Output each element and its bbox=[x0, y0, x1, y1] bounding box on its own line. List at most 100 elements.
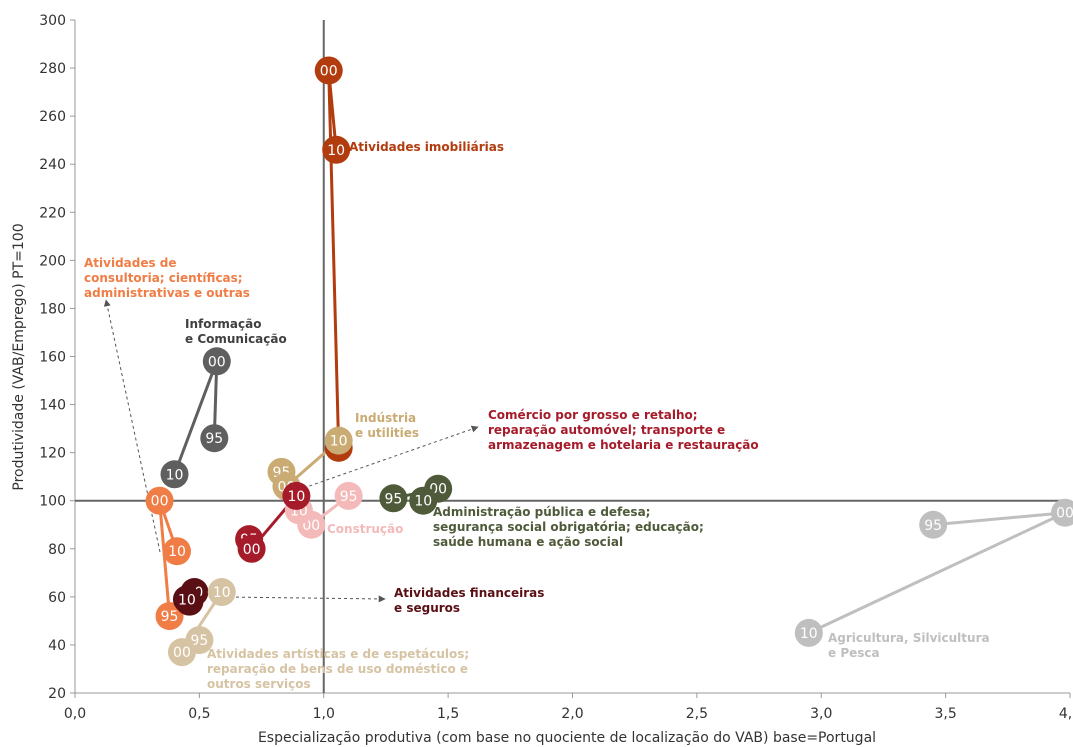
series-labels: Agricultura, Silvicultura e Pesca Administ… bbox=[84, 140, 990, 691]
bubble-circle bbox=[282, 481, 311, 510]
bubble-year-label: 10 bbox=[414, 494, 432, 510]
bubble-imobiliarias-00: 00 bbox=[314, 56, 343, 85]
bubble-year-label: 95 bbox=[384, 491, 402, 507]
series-label-artisticas: Atividades artísticas e de espetáculos; r… bbox=[207, 647, 469, 691]
bubble-circle bbox=[167, 638, 196, 667]
bubble-circle bbox=[202, 347, 231, 376]
bubble-artisticas-10: 10 bbox=[207, 578, 236, 607]
bubble-circle bbox=[324, 426, 353, 455]
bubble-comercio-10: 10 bbox=[282, 481, 311, 510]
series-label-imobiliarias: Atividades imobiliárias bbox=[349, 140, 504, 154]
bubble-artisticas-00: 00 bbox=[167, 638, 196, 667]
bubble-agricultura-10: 10 bbox=[794, 618, 823, 647]
x-tick-label: 3,0 bbox=[810, 706, 832, 722]
x-tick-label: 2,5 bbox=[686, 706, 708, 722]
y-tick-label: 60 bbox=[48, 590, 66, 606]
bubble-year-label: 00 bbox=[208, 354, 226, 370]
bubble-circle bbox=[172, 585, 201, 614]
y-tick-label: 140 bbox=[39, 398, 66, 414]
bubble-circle bbox=[200, 424, 229, 453]
bubble-agricultura-95: 95 bbox=[919, 510, 948, 539]
bubble-circle bbox=[794, 618, 823, 647]
series-label-administracao: Administração pública e defesa; segurança… bbox=[433, 505, 704, 549]
bubble-circle bbox=[1051, 498, 1073, 527]
series-label-financeiras: Atividades financeiras e seguros bbox=[394, 586, 544, 615]
bubble-circle bbox=[162, 537, 191, 566]
bubble-year-label: 00 bbox=[320, 63, 338, 79]
series-label-agricultura: Agricultura, Silvicultura e Pesca bbox=[828, 631, 990, 660]
bubble-circle bbox=[919, 510, 948, 539]
bubble-informacao-95: 95 bbox=[200, 424, 229, 453]
y-tick-label: 240 bbox=[39, 157, 66, 173]
arrow-comercio bbox=[297, 425, 479, 491]
bubble-informacao-00: 00 bbox=[202, 347, 231, 376]
y-tick-label: 280 bbox=[39, 61, 66, 77]
bubble-circle bbox=[155, 602, 184, 631]
bubble-year-label: 10 bbox=[168, 544, 186, 560]
y-tick-label: 260 bbox=[39, 109, 66, 125]
bubble-circle bbox=[409, 486, 438, 515]
x-tick-label: 4,0 bbox=[1059, 706, 1073, 722]
arrow-consultoria bbox=[103, 299, 161, 553]
bubble-circle bbox=[379, 484, 408, 513]
bubble-year-label: 00 bbox=[243, 542, 261, 558]
bubble-year-label: 10 bbox=[330, 434, 348, 450]
x-tick-label: 1,5 bbox=[437, 706, 459, 722]
y-tick-label: 180 bbox=[39, 301, 66, 317]
axes: 20 40 60 80 100 120 140 160 180 200 220 240 260 280 30… bbox=[39, 13, 1073, 722]
bubble-year-label: 95 bbox=[205, 431, 223, 447]
bubble-consultoria-10: 10 bbox=[162, 537, 191, 566]
y-axis-title: Produtividade (VAB/Emprego) PT=100 bbox=[11, 223, 27, 490]
y-tick-label: 200 bbox=[39, 253, 66, 269]
arrow-financeiras bbox=[223, 595, 386, 603]
bubble-consultoria-95: 95 bbox=[155, 602, 184, 631]
bubble-year-label: 95 bbox=[161, 609, 179, 625]
bubble-year-label: 95 bbox=[924, 518, 942, 534]
bubble-year-label: 00 bbox=[151, 494, 169, 510]
bubble-year-label: 10 bbox=[800, 626, 818, 642]
series-line-informacao bbox=[173, 360, 219, 475]
bubble-year-label: 10 bbox=[327, 143, 345, 159]
series-line-imobiliarias bbox=[327, 70, 341, 448]
y-tick-label: 80 bbox=[48, 542, 66, 558]
y-tick-label: 40 bbox=[48, 638, 66, 654]
y-tick-label: 220 bbox=[39, 205, 66, 221]
bubble-circle bbox=[237, 534, 266, 563]
x-tick-label: 0,5 bbox=[188, 706, 210, 722]
bubble-administracao-95: 95 bbox=[379, 484, 408, 513]
bubble-circle bbox=[314, 56, 343, 85]
bubble-year-label: 00 bbox=[173, 645, 191, 661]
bubble-informacao-10: 10 bbox=[160, 460, 189, 489]
x-tick-label: 3,5 bbox=[934, 706, 956, 722]
y-tick-label: 300 bbox=[39, 13, 66, 29]
bubble-consultoria-00: 00 bbox=[145, 486, 174, 515]
y-tick-label: 100 bbox=[39, 494, 66, 510]
series-label-industria: Indústria e utilities bbox=[355, 411, 419, 440]
bubble-comercio-00: 00 bbox=[237, 534, 266, 563]
x-axis-title: Especialização produtiva (com base no qu… bbox=[258, 730, 876, 746]
bubble-financeiras-10: 10 bbox=[172, 585, 201, 614]
series-label-construcao: Construção bbox=[327, 522, 403, 536]
series-label-comercio: Comércio por grosso e retalho; reparação … bbox=[488, 408, 759, 452]
x-tick-label: 0,0 bbox=[64, 706, 86, 722]
bubble-year-label: 95 bbox=[190, 633, 208, 649]
annotation-arrows bbox=[103, 299, 479, 603]
bubble-year-label: 00 bbox=[1056, 506, 1073, 522]
bubble-circle bbox=[145, 486, 174, 515]
bubble-administracao-10: 10 bbox=[409, 486, 438, 515]
bubble-circle bbox=[334, 481, 363, 510]
bubble-year-label: 10 bbox=[213, 585, 231, 601]
series-label-consultoria: Atividades de consultoria; científicas; ad… bbox=[84, 256, 250, 300]
bubble-imobiliarias-10: 10 bbox=[322, 135, 351, 164]
bubble-year-label: 95 bbox=[340, 489, 358, 505]
bubble-circle bbox=[207, 578, 236, 607]
series-lines bbox=[158, 70, 1066, 654]
y-tick-label: 160 bbox=[39, 350, 66, 366]
x-tick-label: 2,0 bbox=[561, 706, 583, 722]
series-label-informacao: Informação e Comunicação bbox=[185, 317, 287, 346]
bubble-year-label: 10 bbox=[166, 467, 184, 483]
y-tick-label: 20 bbox=[48, 686, 66, 702]
bubble-year-label: 10 bbox=[178, 592, 196, 608]
x-tick-label: 1,0 bbox=[313, 706, 335, 722]
y-tick-label: 120 bbox=[39, 446, 66, 462]
